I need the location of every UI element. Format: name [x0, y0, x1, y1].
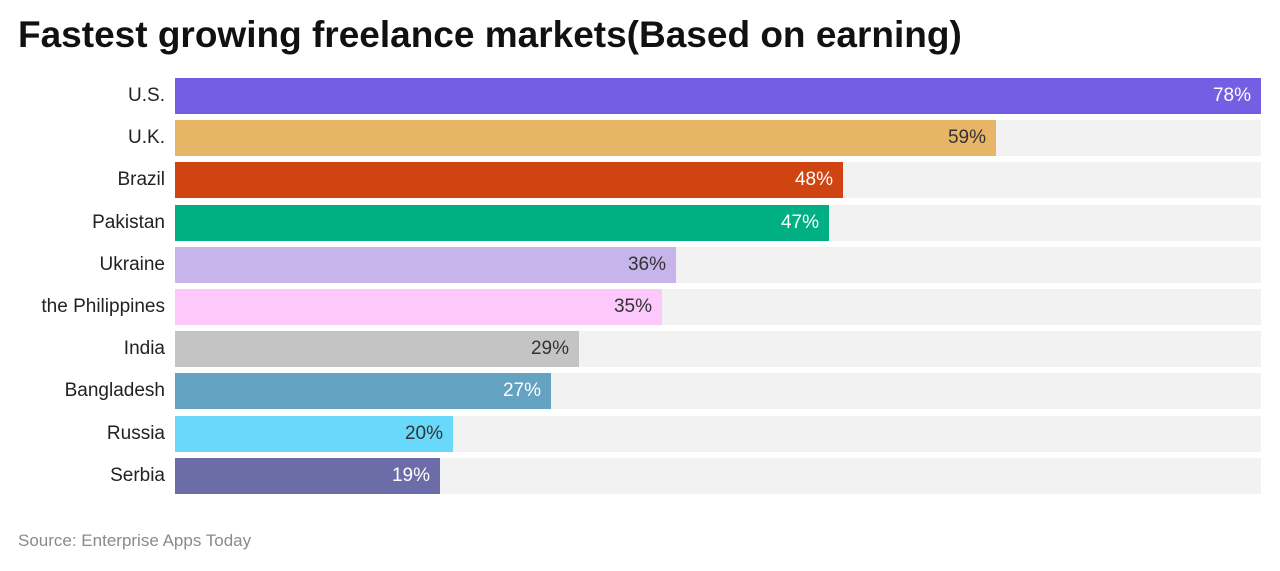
category-label: the Philippines [41, 296, 165, 317]
bar [175, 247, 676, 283]
bar-track: 78% [175, 78, 1261, 114]
category-label: U.S. [128, 85, 165, 106]
category-label: India [123, 338, 165, 359]
source-note: Source: Enterprise Apps Today [18, 531, 252, 550]
value-label: 48% [794, 169, 833, 190]
bar [175, 373, 551, 409]
value-label: 29% [530, 338, 569, 359]
bar [175, 120, 996, 156]
value-label: 35% [613, 296, 652, 317]
bar-row: U.S. 78% [0, 78, 1280, 114]
bar [175, 205, 829, 241]
bar [175, 458, 440, 494]
bar-track: 48% [175, 162, 1261, 198]
bar-track: 19% [175, 458, 1261, 494]
bar [175, 331, 579, 367]
bar-row: Bangladesh 27% [0, 373, 1280, 409]
bar [175, 162, 843, 198]
bar-row: Pakistan 47% [0, 205, 1280, 241]
bar-row: Ukraine 36% [0, 247, 1280, 283]
bar-row: Brazil 48% [0, 162, 1280, 198]
bar-track: 36% [175, 247, 1261, 283]
bar-row: U.K. 59% [0, 120, 1280, 156]
category-label: Pakistan [92, 212, 165, 233]
value-label: 36% [627, 254, 666, 275]
bar-row: Russia 20% [0, 416, 1280, 452]
bar [175, 289, 662, 325]
bar-row: Serbia 19% [0, 458, 1280, 494]
value-label: 19% [391, 465, 430, 486]
bar [175, 78, 1261, 114]
category-label: Russia [106, 423, 165, 444]
category-label: Ukraine [99, 254, 165, 275]
bar-chart: U.S. 78% U.K. 59% Brazil 48% Pakistan 47% Ukrain… [0, 78, 1280, 498]
value-label: 27% [502, 380, 541, 401]
value-label: 20% [404, 423, 443, 444]
category-label: Serbia [110, 465, 165, 486]
bar-track: 29% [175, 331, 1261, 367]
category-label: Bangladesh [64, 380, 165, 401]
category-label: Brazil [117, 169, 165, 190]
bar-track: 27% [175, 373, 1261, 409]
chart-title: Fastest growing freelance markets(Based … [18, 14, 962, 55]
bar-track: 20% [175, 416, 1261, 452]
value-label: 59% [947, 127, 986, 148]
bar-track: 59% [175, 120, 1261, 156]
bar-track: 47% [175, 205, 1261, 241]
value-label: 78% [1212, 85, 1251, 106]
bar [175, 416, 453, 452]
category-label: U.K. [128, 127, 165, 148]
value-label: 47% [780, 212, 819, 233]
bar-track: 35% [175, 289, 1261, 325]
bar-row: India 29% [0, 331, 1280, 367]
bar-row: the Philippines 35% [0, 289, 1280, 325]
